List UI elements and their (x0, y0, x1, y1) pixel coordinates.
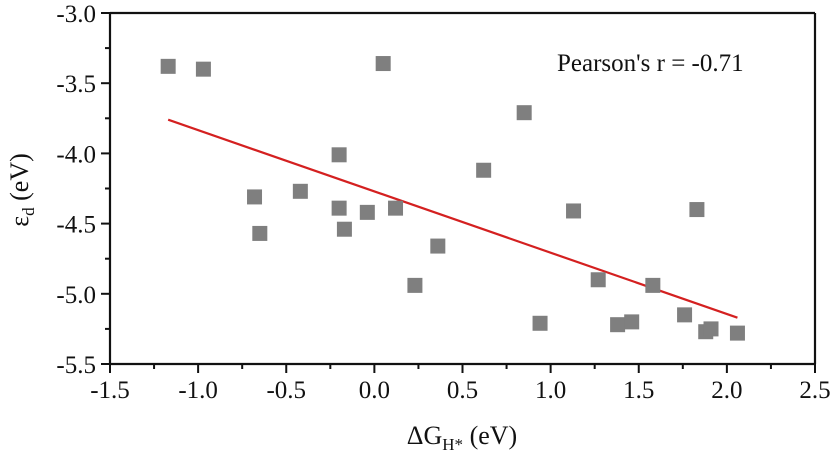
data-point (359, 204, 375, 220)
data-point (195, 61, 211, 77)
y-axis-title: εd (eV) (5, 153, 38, 227)
data-point (590, 272, 606, 288)
data-point (336, 221, 352, 237)
data-point (375, 56, 391, 72)
x-tick-label: 1.5 (623, 377, 654, 404)
data-point (407, 277, 423, 293)
x-tick-label: 2.0 (711, 377, 742, 404)
data-point (532, 315, 548, 331)
data-point (252, 225, 268, 241)
data-point (645, 277, 661, 293)
x-tick-label: -0.5 (266, 377, 306, 404)
data-point (689, 202, 705, 218)
pearson-annotation: Pearson's r = -0.71 (557, 50, 744, 77)
x-axis-title-unit: (eV) (463, 421, 517, 450)
data-point (160, 58, 176, 74)
data-point (729, 325, 745, 341)
data-point (331, 147, 347, 163)
y-tick-label: -5.0 (56, 282, 96, 309)
data-point (624, 314, 640, 330)
y-tick-label: -3.0 (56, 1, 96, 28)
linear-fit-line (167, 118, 738, 319)
x-tick-label: -1.0 (178, 377, 218, 404)
x-axis-title: ΔGH* (eV) (407, 421, 517, 452)
data-point (292, 183, 308, 199)
x-tick-label: -1.5 (90, 377, 130, 404)
data-point (388, 200, 404, 216)
y-tick-label: -3.5 (56, 71, 96, 98)
y-axis-ticks: -3.0 -3.5 -4.0 -4.5 -5.0 -5.5 (56, 1, 110, 379)
data-point (430, 238, 446, 254)
y-tick-label: -4.5 (56, 212, 96, 239)
y-axis-title-main: ε (5, 216, 34, 227)
data-point (566, 203, 582, 219)
y-tick-label: -5.5 (56, 352, 96, 379)
y-axis-title-unit: (eV) (5, 153, 34, 207)
data-point (703, 321, 719, 337)
data-point (247, 189, 263, 205)
data-points (160, 56, 745, 341)
y-axis-title-sub: d (19, 207, 38, 216)
x-axis-title-sub: H* (442, 435, 463, 452)
data-point (476, 162, 492, 178)
data-point (331, 200, 347, 216)
x-tick-label: 0.5 (447, 377, 478, 404)
x-tick-label: 1.0 (535, 377, 566, 404)
x-axis-ticks: -1.5 -1.0 -0.5 0.0 0.5 1.0 1.5 2.0 2.5 (90, 364, 831, 404)
x-axis-title-main: ΔG (407, 421, 443, 450)
data-point (516, 105, 532, 121)
data-point (677, 307, 693, 323)
x-tick-label: 2.5 (799, 377, 830, 404)
y-tick-label: -4.0 (56, 141, 96, 168)
data-point (610, 317, 626, 333)
fit-line-group (167, 118, 738, 319)
x-tick-label: 0.0 (359, 377, 390, 404)
